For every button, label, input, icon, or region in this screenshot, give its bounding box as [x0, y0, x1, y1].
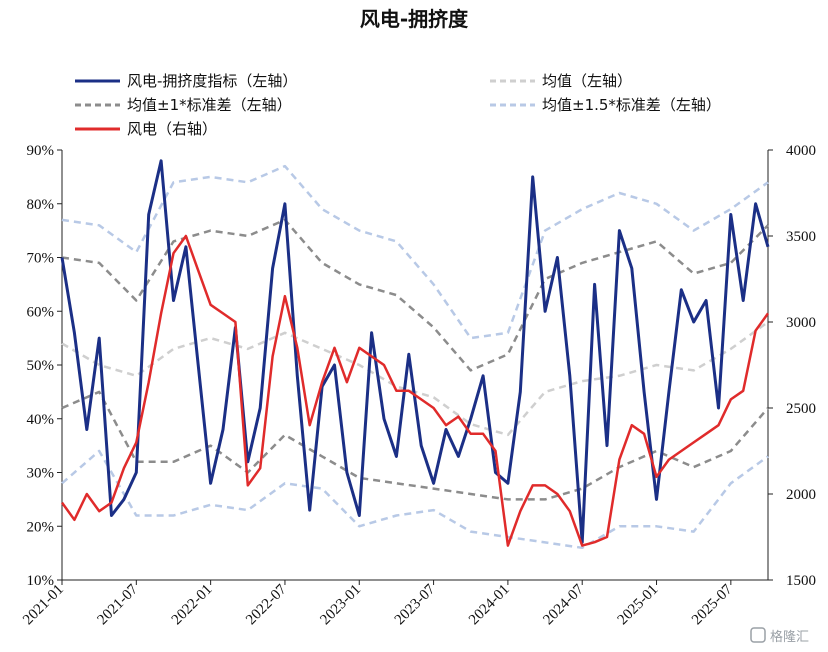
x-tick-label: 2024-07 [540, 581, 587, 628]
y-right-tick-label: 2000 [786, 487, 816, 503]
y-left-tick-label: 80% [27, 197, 55, 213]
series-line [60, 159, 770, 544]
series-line [61, 320, 769, 437]
y-left-tick-label: 40% [27, 412, 55, 428]
x-tick-label: 2022-01 [169, 582, 216, 629]
series-line [61, 218, 769, 372]
watermark-text: 格隆汇 [770, 629, 809, 645]
x-tick-label: 2023-01 [317, 582, 364, 629]
legend-label: 风电-拥挤度指标（左轴） [127, 72, 297, 90]
y-left-tick-label: 20% [27, 519, 55, 535]
y-left-tick-label: 10% [27, 573, 55, 589]
legend-label: 均值±1*标准差（左轴） [127, 96, 292, 114]
y-right-tick-label: 3500 [786, 229, 816, 245]
watermark-logo-icon [750, 627, 766, 643]
watermark: 格隆汇 [750, 627, 809, 645]
y-left-tick-label: 90% [27, 143, 55, 159]
x-tick-label: 2024-01 [466, 582, 513, 629]
plot-area [60, 159, 770, 550]
legend-label: 均值（左轴） [542, 72, 632, 90]
y-left-tick-label: 70% [27, 251, 55, 267]
x-tick-label: 2025-07 [689, 581, 736, 628]
y-right-tick-label: 3000 [786, 315, 816, 331]
y-right-tick-label: 1500 [786, 573, 816, 589]
legend: 风电-拥挤度指标（左轴） 均值（左轴） 均值±1*标准差（左轴） 均值±1.5*标准差… [75, 72, 721, 138]
y-right-tick-label: 2500 [786, 401, 816, 417]
series-line [61, 449, 769, 550]
series-line [61, 164, 769, 340]
x-tick-label: 2022-07 [243, 581, 290, 628]
y-left-tick-label: 60% [27, 304, 55, 320]
y-left-tick-label: 50% [27, 358, 55, 374]
chart-title: 风电-拥挤度 [360, 7, 469, 31]
y-right-tick-label: 4000 [786, 143, 816, 159]
legend-label: 均值±1.5*标准差（左轴） [542, 96, 721, 114]
x-tick-label: 2025-01 [615, 582, 662, 629]
x-tick-label: 2021-07 [94, 581, 141, 628]
y-left-tick-label: 30% [27, 466, 55, 482]
series-line [60, 234, 770, 547]
legend-label: 风电（右轴） [127, 120, 217, 138]
x-tick-label: 2023-07 [392, 581, 439, 628]
